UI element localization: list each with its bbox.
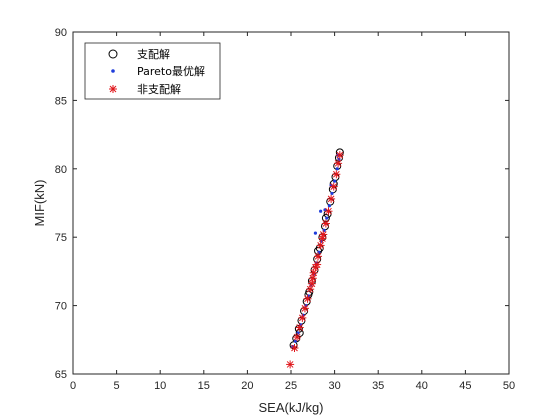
nondominated-point	[313, 260, 322, 269]
y-axis-ticks: 65 70 75 80 85 90	[55, 27, 509, 381]
x-tick-label: 0	[70, 380, 76, 392]
y-tick-label: 85	[55, 95, 67, 107]
x-tick-label: 5	[114, 380, 120, 392]
y-axis-label: MIF(kN)	[32, 180, 47, 227]
nondominated-point	[306, 285, 315, 294]
pareto-point	[333, 179, 337, 183]
pareto-point	[319, 209, 323, 213]
x-tick-label: 30	[328, 380, 340, 392]
data-points	[286, 148, 344, 369]
nondominated-point	[300, 304, 309, 313]
x-tick-label: 10	[154, 380, 166, 392]
nondominated-point	[293, 333, 302, 342]
nondominated-point	[321, 219, 330, 228]
nondominated-point	[316, 241, 325, 250]
pareto-point	[325, 216, 329, 220]
nondominated-point	[327, 194, 336, 203]
nondominated-point	[307, 279, 316, 288]
nondominated-point	[298, 313, 307, 322]
nondominated-point	[308, 274, 317, 283]
nondominated-point	[329, 182, 338, 191]
legend-label-pareto: Pareto最优解	[137, 64, 205, 78]
y-tick-label: 90	[55, 27, 67, 39]
x-axis-label: SEA(kJ/kg)	[258, 400, 323, 415]
pareto-point	[327, 204, 331, 208]
legend: 支配解 Pareto最优解 非支配解	[84, 42, 221, 100]
y-tick-label: 70	[55, 301, 67, 313]
nondominated-point	[335, 151, 344, 160]
legend-label-dominated: 支配解	[137, 47, 170, 61]
nondominated-point	[332, 170, 341, 179]
legend-marker-dominated	[108, 49, 118, 59]
legend-box	[84, 42, 221, 100]
x-tick-label: 15	[198, 380, 210, 392]
nondominated-point	[324, 207, 333, 216]
nondominated-point	[319, 230, 328, 239]
nondominated-point	[314, 252, 323, 261]
nondominated-point	[318, 234, 327, 243]
nondominated-point	[334, 159, 343, 168]
x-tick-label: 40	[416, 380, 428, 392]
legend-label-nondominated: 非支配解	[137, 82, 181, 96]
legend-marker-nondominated	[109, 85, 117, 93]
pareto-point	[313, 231, 318, 235]
x-axis-ticks: 0 5 10 15 20 25 30 35 40 45 50	[70, 32, 515, 392]
nondominated-point	[303, 294, 312, 303]
x-tick-label: 35	[372, 380, 384, 392]
x-tick-label: 50	[503, 380, 515, 392]
y-tick-label: 65	[55, 369, 67, 381]
x-tick-label: 45	[459, 380, 471, 392]
pareto-point	[330, 191, 334, 196]
pareto-point	[293, 339, 297, 343]
legend-marker-pareto	[111, 69, 115, 73]
nondominated-point	[286, 360, 295, 369]
nondominated-point	[290, 344, 299, 353]
nondominated-point	[295, 323, 304, 332]
pareto-point	[335, 167, 339, 171]
x-tick-label: 20	[241, 380, 253, 392]
x-tick-label: 25	[285, 380, 297, 392]
y-tick-label: 80	[55, 164, 67, 176]
y-tick-label: 75	[55, 232, 67, 244]
nondominated-point	[309, 268, 318, 277]
